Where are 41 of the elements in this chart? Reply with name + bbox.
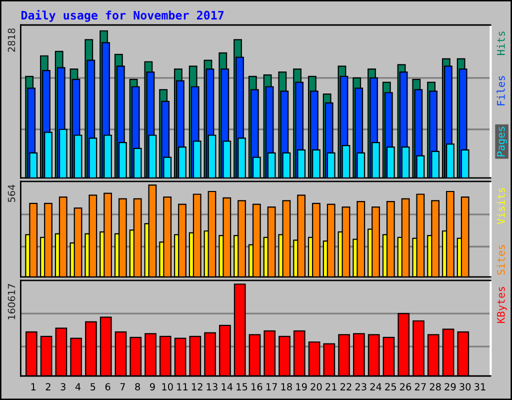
x-tick-label: 10 [162,383,173,390]
x-tick-label: 23 [355,383,366,390]
x-tick-label: 3 [60,383,66,390]
x-tick-label: 27 [414,383,426,390]
x-tick-label: 14 [222,383,233,390]
x-tick-label: 8 [135,383,140,390]
x-tick-label: 12 [192,383,202,390]
x-tick-label: 9 [150,383,155,390]
x-tick-label: 22 [340,383,352,390]
x-tick-label: 31 [474,383,486,390]
text: Files [496,76,505,106]
text: 2818 [8,28,16,52]
x-tick-label: 17 [266,383,277,390]
x-tick-label: 5 [90,383,96,390]
x-tick-label: 21 [326,383,336,390]
x-tick-label: 13 [206,383,218,390]
x-tick-label: 19 [296,383,307,390]
text: KBytes [497,287,507,323]
text: Sites [496,245,505,275]
text: Hits [496,32,505,55]
x-tick-label: 20 [310,383,322,390]
x-tick-label: 6 [105,383,110,390]
x-tick-label: 15 [236,383,248,390]
x-tick-label: 4 [75,383,81,390]
x-tick-label: 30 [460,383,471,390]
x-tick-label: 7 [120,383,125,390]
x-tick-label: 26 [400,383,412,390]
x-tick-label: 24 [370,383,382,390]
x-tick-label: 16 [252,383,262,390]
text: Visits [496,188,505,224]
x-tick-label: 28 [430,383,441,390]
text: 564 [8,184,16,202]
x-tick-label: 2 [46,383,50,390]
x-tick-label: 25 [385,383,396,390]
x-tick-label: 1 [31,383,36,390]
x-tick-label: 11 [177,383,188,390]
chart-title: Daily usage for November 2017 [21,10,224,22]
x-tick-label: 29 [444,383,456,390]
text: Pages [497,126,507,156]
x-tick-label: 18 [281,383,292,390]
text: 160617 [8,284,16,320]
